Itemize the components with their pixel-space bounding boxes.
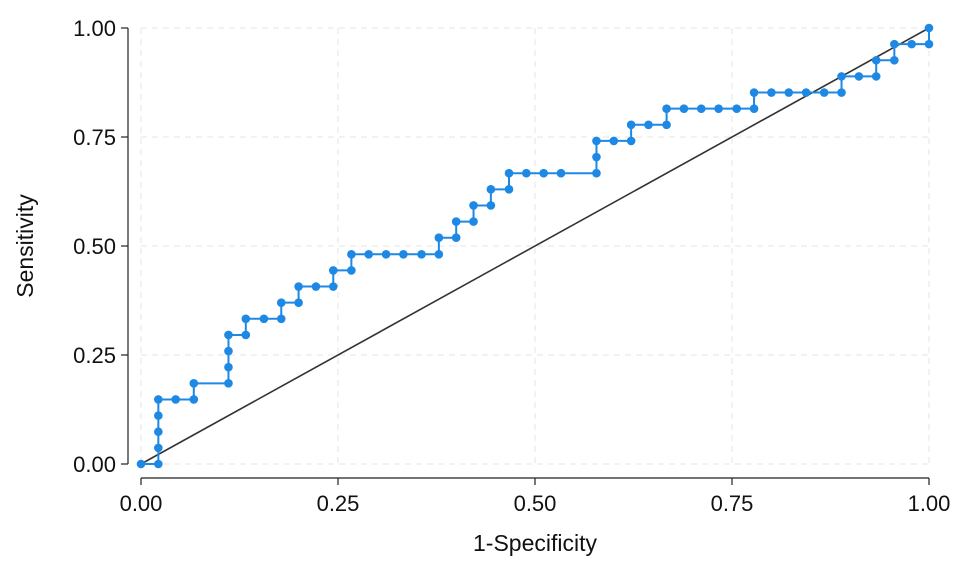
roc-point	[224, 330, 233, 340]
roc-point	[328, 266, 338, 275]
grid-lines	[140, 27, 930, 465]
roc-point	[136, 459, 146, 469]
roc-point	[714, 104, 723, 113]
roc-point	[347, 266, 356, 275]
roc-point	[679, 104, 689, 113]
x-tick-label: 0.50	[514, 491, 557, 516]
roc-point	[522, 168, 531, 178]
roc-point	[347, 249, 356, 259]
y-tick-label: 1.00	[73, 16, 116, 41]
roc-point	[749, 88, 759, 97]
roc-point	[626, 120, 636, 130]
roc-point	[907, 39, 916, 49]
roc-point	[890, 39, 899, 49]
y-tick-label: 0.00	[73, 452, 116, 477]
roc-point	[854, 72, 864, 81]
roc-point	[609, 136, 619, 146]
roc-point	[224, 379, 233, 388]
roc-point	[469, 217, 478, 226]
roc-point	[364, 249, 374, 259]
roc-point	[294, 282, 303, 291]
roc-point	[801, 88, 811, 97]
roc-point	[539, 168, 548, 178]
roc-point	[154, 443, 163, 453]
roc-point	[662, 104, 671, 113]
roc-point	[224, 362, 233, 372]
x-tick-label: 1.00	[908, 491, 951, 516]
roc-point	[837, 72, 846, 81]
x-tick-label: 0.75	[711, 491, 754, 516]
roc-point	[819, 88, 829, 97]
roc-point	[890, 55, 899, 65]
roc-point	[784, 88, 794, 97]
roc-point	[644, 120, 653, 130]
y-tick-label: 0.75	[73, 125, 116, 150]
x-tick-label: 0.00	[120, 491, 163, 516]
reference-diagonal-line	[140, 27, 930, 465]
roc-point	[451, 217, 461, 226]
roc-point	[154, 411, 163, 420]
roc-point	[154, 459, 163, 469]
roc-point	[504, 185, 514, 194]
roc-point	[434, 233, 444, 243]
roc-point	[592, 152, 601, 162]
roc-point	[434, 249, 444, 259]
roc-point	[381, 249, 391, 259]
roc-point	[662, 120, 671, 130]
tick-labels: 0.00 0.25 0.50 0.75 1.00 0.00 0.25 0.50 0.75 1.00	[73, 16, 950, 516]
roc-point	[924, 23, 934, 33]
roc-point	[224, 346, 233, 356]
roc-point	[626, 136, 636, 146]
y-tick-label: 0.25	[73, 343, 116, 368]
axes	[121, 27, 930, 485]
roc-point	[486, 201, 496, 210]
roc-point	[417, 249, 426, 259]
y-tick-label: 0.50	[73, 234, 116, 259]
roc-point	[504, 168, 514, 178]
roc-point	[189, 395, 199, 404]
x-axis-title: 1-Specificity	[473, 530, 597, 556]
roc-point	[241, 330, 251, 340]
roc-point	[924, 39, 934, 49]
roc-point	[732, 104, 742, 113]
roc-point	[592, 136, 601, 146]
roc-point	[556, 168, 566, 178]
roc-point	[749, 104, 759, 113]
roc-point	[871, 72, 881, 81]
roc-point	[767, 88, 776, 97]
roc-point	[486, 185, 496, 194]
roc-point	[154, 427, 163, 437]
roc-point	[189, 379, 199, 388]
roc-point	[451, 233, 461, 243]
roc-point	[276, 298, 286, 307]
roc-point	[837, 88, 846, 97]
roc-point	[871, 55, 881, 65]
roc-point	[276, 314, 286, 324]
roc-point	[241, 314, 251, 324]
roc-point	[171, 395, 180, 404]
x-tick-label: 0.25	[317, 491, 360, 516]
roc-point	[328, 282, 338, 291]
roc-point	[399, 249, 408, 259]
roc-point	[154, 395, 163, 404]
roc-point	[592, 168, 601, 178]
y-axis-title: Sensitivity	[12, 194, 38, 298]
roc-point	[469, 201, 478, 210]
roc-curve	[136, 23, 934, 469]
roc-point	[259, 314, 269, 324]
roc-point	[696, 104, 706, 113]
roc-point	[294, 298, 303, 307]
roc-point	[311, 282, 321, 291]
